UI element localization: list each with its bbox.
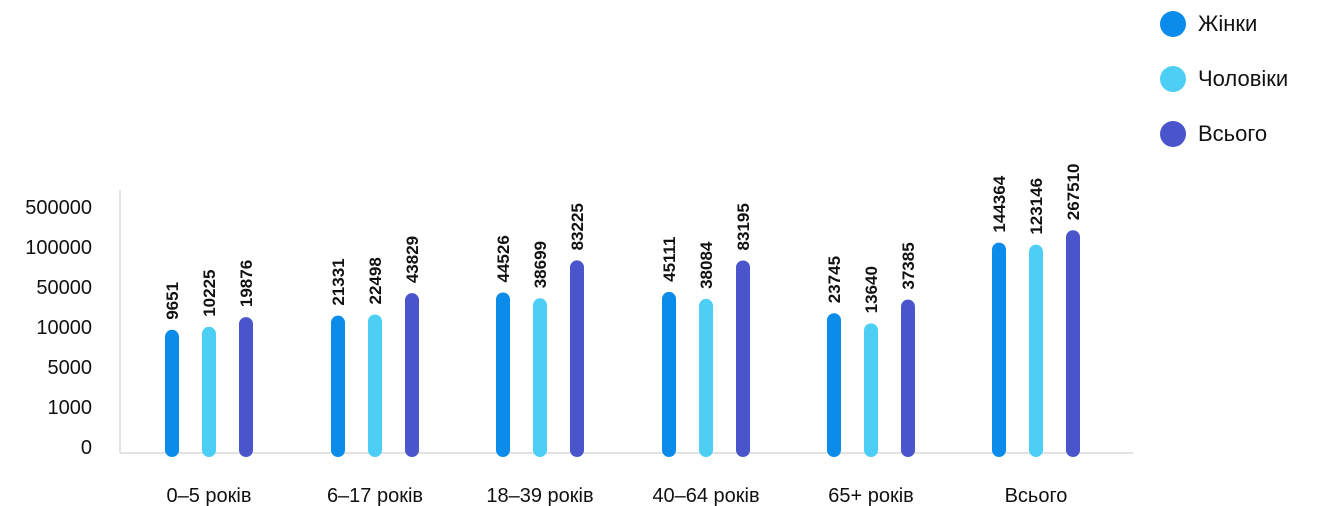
bar [239,317,253,457]
legend-item-women: Жінки [1160,8,1288,40]
bar [405,293,419,457]
bar [496,292,510,457]
legend-label-total: Всього [1198,121,1267,147]
data-label: 19876 [237,260,256,307]
y-tick-label: 5000 [48,357,93,379]
x-category-label: 40–64 років [652,485,759,506]
data-label: 43829 [403,236,422,283]
x-category-label: 65+ років [828,485,914,506]
bar [901,300,915,457]
bar [533,298,547,457]
data-label: 9651 [163,282,182,320]
data-label: 44526 [494,235,513,282]
bar [699,299,713,457]
bar [736,260,750,457]
legend-swatch-total [1160,121,1186,147]
x-category-label: 0–5 років [167,485,252,506]
y-tick-label: 10000 [36,317,92,339]
data-label: 23745 [825,256,844,303]
y-tick-label: 50000 [36,277,92,299]
data-label: 144364 [990,175,1009,232]
data-label: 37385 [899,242,918,289]
legend: Жінки Чоловіки Всього [1160,8,1288,173]
data-label: 10225 [200,269,219,316]
bar [1066,230,1080,457]
bar [1029,245,1043,457]
y-tick-label: 1000 [48,397,93,419]
y-tick-label: 0 [81,437,92,459]
bar [570,260,584,457]
legend-label-women: Жінки [1198,11,1257,37]
y-tick-label: 500000 [25,197,92,219]
data-label: 123146 [1027,178,1046,235]
legend-swatch-women [1160,11,1186,37]
bar [202,327,216,457]
y-tick-label: 100000 [25,237,92,259]
data-label: 38084 [697,241,716,289]
bar [864,323,878,457]
data-label: 38699 [531,241,550,288]
x-category-label: 6–17 років [327,485,423,506]
x-axis: 0–5 років 6–17 років 18–39 років 40–64 рокі… [120,453,1133,506]
data-label: 13640 [862,266,881,313]
bar [662,292,676,457]
data-label: 45111 [660,236,679,281]
bar [992,243,1006,457]
bar [331,316,345,457]
bar [165,330,179,457]
data-label: 267510 [1064,164,1083,221]
data-label: 22498 [366,257,385,304]
legend-item-men: Чоловіки [1160,63,1288,95]
bar [368,315,382,457]
y-axis: 0 1000 5000 10000 50000 100000 500000 [25,190,120,459]
data-labels: 9651 21331 44526 45111 23745 144364 10225 22498… [163,164,1083,320]
x-category-label: 18–39 років [486,485,593,506]
bar [827,313,841,457]
legend-swatch-men [1160,66,1186,92]
legend-item-total: Всього [1160,118,1288,150]
data-label: 83195 [734,203,753,250]
data-label: 83225 [568,203,587,250]
legend-label-men: Чоловіки [1198,66,1288,92]
data-label: 21331 [329,258,348,305]
x-category-label: Всього [1005,485,1068,506]
bars [165,230,1080,457]
